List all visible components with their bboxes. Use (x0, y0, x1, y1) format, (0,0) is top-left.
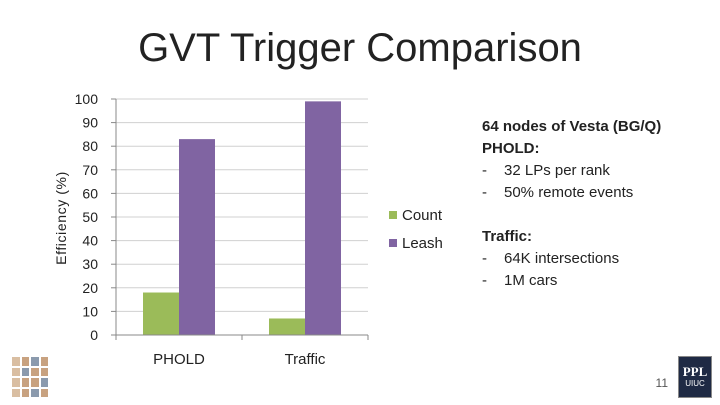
y-tick-label: 100 (75, 91, 99, 107)
x-axis (115, 334, 369, 340)
bar-leash-phold (179, 139, 215, 335)
y-tick-label: 50 (82, 209, 98, 225)
notes-heading-traffic: Traffic: (482, 228, 533, 245)
bar-count-traffic (269, 318, 305, 335)
phold-item-2: 50% remote events (482, 182, 712, 204)
traffic-item-1: 64K intersections (482, 248, 712, 270)
y-tick-label: 90 (82, 115, 98, 131)
y-tick-label: 60 (82, 185, 98, 201)
bars (143, 101, 341, 335)
y-tick-label: 0 (90, 327, 98, 343)
notes-panel: 64 nodes of Vesta (BG/Q) PHOLD: 32 LPs p… (482, 116, 712, 292)
phold-item-1: 32 LPs per rank (482, 160, 712, 182)
page-number: 11 (655, 376, 668, 390)
y-tick-label: 80 (82, 138, 98, 154)
y-tick-label: 10 (82, 303, 98, 319)
legend-swatch-leash (389, 239, 397, 247)
y-tick-label: 70 (82, 162, 98, 178)
uiuc-logo-text: UIUC (685, 379, 705, 388)
traffic-item-2: 1M cars (482, 270, 712, 292)
legend: Count Leash (389, 207, 443, 252)
legend-swatch-count (389, 211, 397, 219)
y-tick-label: 40 (82, 233, 98, 249)
legend-label-leash: Leash (402, 235, 443, 252)
left-logo-icon (12, 357, 48, 397)
y-tick-label: 20 (82, 280, 98, 296)
slide-title: GVT Trigger Comparison (138, 26, 582, 70)
legend-label-count: Count (402, 207, 443, 224)
ppl-logo-icon: PPL UIUC (678, 356, 712, 398)
bar-count-phold (143, 292, 179, 335)
y-tick-label: 30 (82, 256, 98, 272)
ppl-logo-text: PPL (682, 364, 708, 379)
y-tick-labels: 0 10 20 30 40 50 60 70 80 90 100 (75, 91, 99, 343)
y-axis-label: Efficiency (%) (53, 171, 69, 265)
x-category-label: Traffic (285, 351, 326, 368)
x-category-labels: PHOLD Traffic (153, 351, 326, 368)
notes-heading-vesta: 64 nodes of Vesta (BG/Q) (482, 118, 662, 135)
x-category-label: PHOLD (153, 351, 205, 368)
notes-heading-phold: PHOLD: (482, 140, 540, 157)
bar-leash-traffic (305, 101, 341, 335)
